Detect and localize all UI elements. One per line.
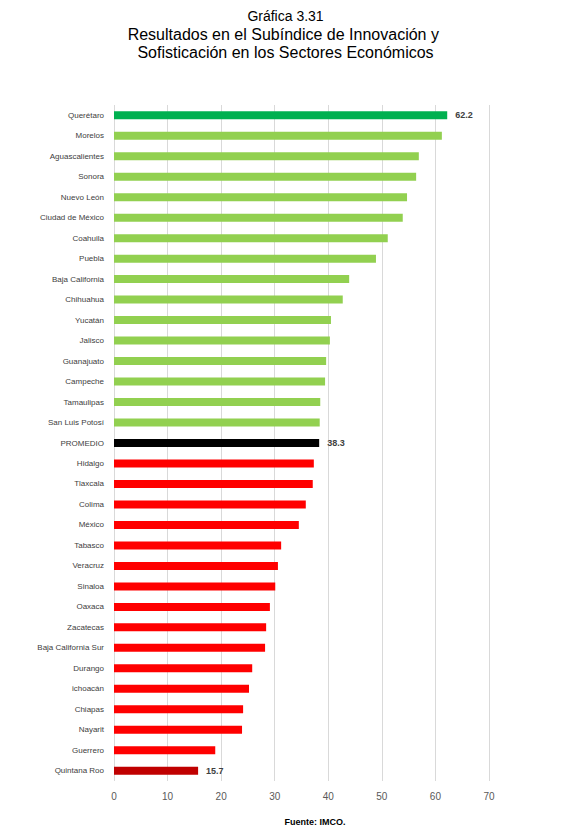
svg-text:Durango: Durango (73, 664, 104, 673)
svg-text:Fuente: IMCO.: Fuente: IMCO. (285, 817, 346, 827)
svg-text:38.3: 38.3 (327, 438, 345, 448)
svg-text:Nuevo León: Nuevo León (61, 193, 104, 202)
svg-text:Campeche: Campeche (65, 377, 104, 386)
svg-text:40: 40 (323, 791, 335, 802)
svg-text:Oaxaca: Oaxaca (76, 602, 104, 611)
svg-text:Jalisco: Jalisco (80, 336, 105, 345)
svg-text:60: 60 (430, 791, 442, 802)
svg-text:Sonora: Sonora (78, 172, 104, 181)
svg-text:Tamaulipas: Tamaulipas (64, 398, 104, 407)
svg-text:30: 30 (269, 791, 281, 802)
svg-text:Zacatecas: Zacatecas (67, 623, 104, 632)
svg-text:Chihuahua: Chihuahua (65, 295, 104, 304)
svg-text:Coahuila: Coahuila (72, 234, 104, 243)
svg-text:Quintana Roo: Quintana Roo (55, 766, 105, 775)
svg-text:México: México (79, 520, 105, 529)
svg-text:Aguascalientes: Aguascalientes (50, 152, 104, 161)
svg-text:Tlaxcala: Tlaxcala (74, 479, 104, 488)
svg-text:Hidalgo: Hidalgo (77, 459, 105, 468)
svg-text:Guerrero: Guerrero (72, 746, 105, 755)
svg-text:15.7: 15.7 (206, 766, 224, 776)
svg-text:0: 0 (111, 791, 117, 802)
svg-text:Ciudad de México: Ciudad de México (40, 213, 105, 222)
svg-text:Chiapas: Chiapas (75, 705, 104, 714)
svg-text:Colima: Colima (79, 500, 104, 509)
svg-text:San Luis Potosí: San Luis Potosí (48, 418, 105, 427)
svg-text:ichoacán: ichoacán (72, 684, 104, 693)
svg-text:Baja California Sur: Baja California Sur (37, 643, 104, 652)
svg-text:50: 50 (376, 791, 388, 802)
svg-text:20: 20 (216, 791, 228, 802)
svg-text:70: 70 (483, 791, 495, 802)
svg-text:Guanajuato: Guanajuato (63, 357, 105, 366)
svg-text:62.2: 62.2 (455, 110, 473, 120)
svg-text:PROMEDIO: PROMEDIO (60, 439, 104, 448)
svg-text:Yucatán: Yucatán (75, 316, 104, 325)
svg-text:10: 10 (162, 791, 174, 802)
svg-text:Sofisticación en los Sectores: Sofisticación en los Sectores Económicos (137, 44, 433, 61)
svg-text:Baja California: Baja California (52, 275, 105, 284)
svg-text:Sinaloa: Sinaloa (77, 582, 104, 591)
svg-text:Resultados en el Subíndice de: Resultados en el Subíndice de Innovación… (128, 26, 444, 43)
svg-text:Tabasco: Tabasco (74, 541, 104, 550)
svg-text:Querétaro: Querétaro (68, 111, 105, 120)
svg-text:Nayarit: Nayarit (79, 725, 105, 734)
svg-text:Gráfica 3.31: Gráfica 3.31 (247, 8, 323, 24)
svg-text:Morelos: Morelos (76, 131, 104, 140)
svg-text:Puebla: Puebla (79, 254, 104, 263)
svg-text:Veracruz: Veracruz (72, 561, 104, 570)
